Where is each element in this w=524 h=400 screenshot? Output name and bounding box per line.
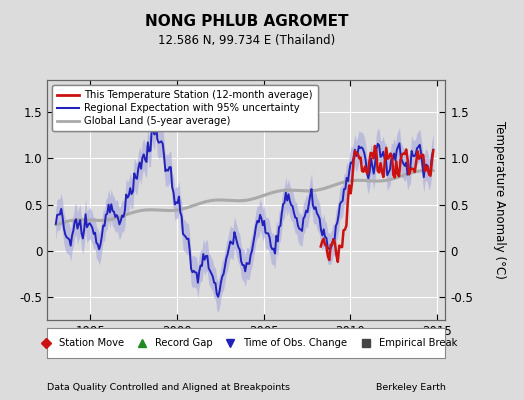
Legend: This Temperature Station (12-month average), Regional Expectation with 95% uncer: This Temperature Station (12-month avera… <box>52 85 318 131</box>
Legend: Station Move, Record Gap, Time of Obs. Change, Empirical Break: Station Move, Record Gap, Time of Obs. C… <box>32 335 460 351</box>
Text: Data Quality Controlled and Aligned at Breakpoints: Data Quality Controlled and Aligned at B… <box>47 383 290 392</box>
Text: NONG PHLUB AGROMET: NONG PHLUB AGROMET <box>145 14 348 29</box>
Text: 12.586 N, 99.734 E (Thailand): 12.586 N, 99.734 E (Thailand) <box>158 34 335 47</box>
Text: Berkeley Earth: Berkeley Earth <box>376 383 445 392</box>
Y-axis label: Temperature Anomaly (°C): Temperature Anomaly (°C) <box>493 121 506 279</box>
